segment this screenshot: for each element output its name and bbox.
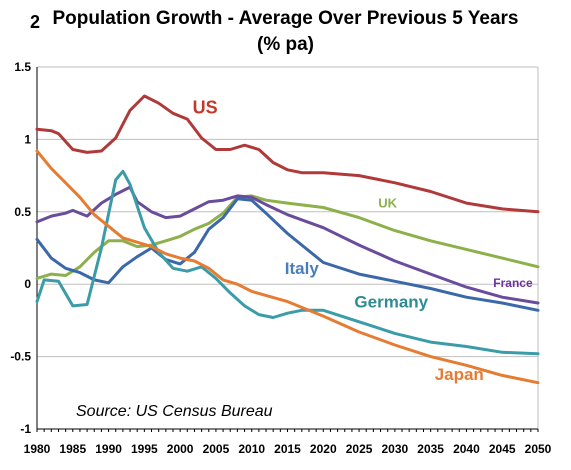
- series-label-japan: Japan: [435, 365, 484, 384]
- y-tick-label: 1.5: [14, 60, 31, 74]
- series-label-france: France: [493, 276, 533, 290]
- x-tick-label: 2045: [489, 442, 516, 456]
- series-labels: US UK Italy France Germany Japan: [193, 97, 533, 383]
- x-tick-label: 1980: [24, 442, 51, 456]
- chart-title-block: Population Growth - Average Over Previou…: [0, 6, 571, 58]
- series-label-us: US: [193, 97, 218, 117]
- y-tick-label: -0.5: [10, 350, 31, 364]
- series-line-france: [35, 185, 540, 305]
- x-tick-label: 2035: [417, 442, 444, 456]
- x-tick-label: 2010: [238, 442, 265, 456]
- x-tick-label: 2040: [453, 442, 480, 456]
- x-tick-label: 1985: [59, 442, 86, 456]
- x-tick-label: 2020: [310, 442, 337, 456]
- y-tick-label: 1: [24, 132, 31, 146]
- series-label-germany: Germany: [354, 292, 428, 311]
- x-tick-label: 2030: [382, 442, 409, 456]
- x-tick-label: 1990: [95, 442, 122, 456]
- x-tick-label: 2015: [274, 442, 301, 456]
- figure-number: 2: [30, 12, 41, 32]
- x-tick-label: 2005: [203, 442, 230, 456]
- source-note: Source: US Census Bureau: [76, 403, 273, 420]
- series-line-germany: [35, 169, 540, 356]
- x-tick-label: 2050: [525, 442, 552, 456]
- axes: -1 -0.5 0 0.5 1 1.5 1980 1985 1990 1995 2000 2005 20…: [10, 60, 551, 456]
- series-line-japan: [35, 149, 540, 385]
- x-tick-label: 2000: [167, 442, 194, 456]
- y-tick-label: 0.5: [14, 205, 31, 219]
- series-line-uk: [35, 194, 540, 280]
- x-tick-label: 1995: [131, 442, 158, 456]
- x-tick-label: 2025: [346, 442, 373, 456]
- series-line-us: [35, 94, 540, 214]
- series-label-italy: Italy: [285, 259, 320, 278]
- series-label-uk: UK: [378, 195, 397, 210]
- y-tick-label: 0: [24, 277, 31, 291]
- chart-title: Population Growth - Average Over Previou…: [52, 8, 519, 29]
- series-lines: [35, 94, 540, 385]
- y-tick-label: -1: [20, 422, 31, 436]
- chart-subtitle: (% pa): [257, 34, 314, 55]
